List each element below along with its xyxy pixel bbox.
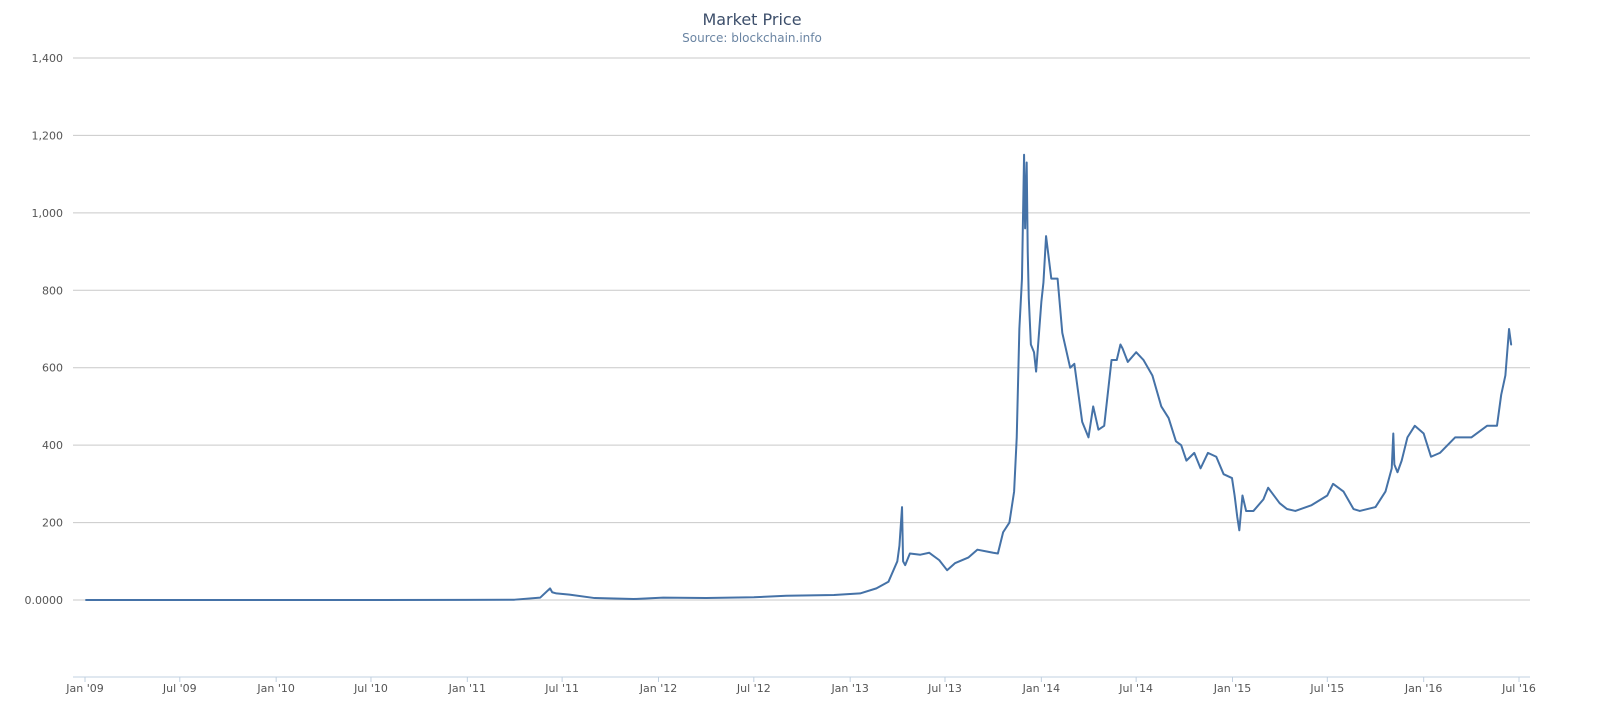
x-tick-label: Jul '12 xyxy=(736,682,771,695)
x-tick-label: Jul '11 xyxy=(544,682,579,695)
x-axis: Jan '09 Jul '09 Jan '10 Jul '10 Jan '11 Jul '… xyxy=(65,676,1536,695)
x-tick-label: Jan '15 xyxy=(1213,682,1251,695)
grid-lines xyxy=(73,57,1530,601)
x-tick-label: Jan '14 xyxy=(1022,682,1060,695)
x-tick-label: Jan '16 xyxy=(1404,682,1442,695)
y-tick-label: 0.0000 xyxy=(25,594,64,607)
chart-title: Market Price xyxy=(702,10,802,29)
y-tick-label: 1,400 xyxy=(32,52,64,65)
y-tick-label: 600 xyxy=(42,362,63,375)
x-tick-label: Jul '10 xyxy=(353,682,388,695)
x-tick-label: Jan '11 xyxy=(448,682,486,695)
y-tick-label: 200 xyxy=(42,517,63,530)
series-layer xyxy=(85,153,1513,601)
x-tick-label: Jul '16 xyxy=(1501,682,1536,695)
y-tick-label: 800 xyxy=(42,284,63,297)
x-tick-label: Jan '13 xyxy=(830,682,868,695)
y-tick-label: 1,000 xyxy=(32,207,64,220)
x-tick-label: Jan '10 xyxy=(256,682,294,695)
chart-subtitle: Source: blockchain.info xyxy=(682,31,822,45)
x-tick-label: Jul '09 xyxy=(162,682,197,695)
x-tick-label: Jan '12 xyxy=(639,682,677,695)
x-tick-label: Jan '09 xyxy=(65,682,103,695)
y-axis: 0.0000 200 400 600 800 1,000 1,200 1,400 xyxy=(25,52,64,607)
x-tick-label: Jul '13 xyxy=(927,682,962,695)
x-tick-label: Jul '14 xyxy=(1118,682,1153,695)
series-line-0 xyxy=(85,153,1513,601)
y-tick-label: 400 xyxy=(42,439,63,452)
x-tick-label: Jul '15 xyxy=(1309,682,1344,695)
y-tick-label: 1,200 xyxy=(32,129,64,142)
